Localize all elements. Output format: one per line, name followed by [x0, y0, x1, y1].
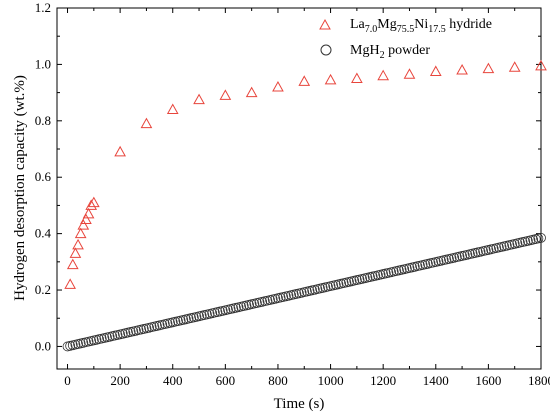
x-tick-label: 600	[216, 373, 236, 388]
y-tick-label: 1.0	[35, 56, 51, 71]
y-tick-label: 0.6	[35, 169, 52, 184]
y-axis-label: Hydrogen desorption capacity (wt.%)	[12, 75, 28, 301]
hydride-point	[508, 61, 521, 72]
y-axis: 0.0 0.2 0.4 0.6 0.8 1.0 1.2	[35, 0, 541, 353]
hydride-point	[114, 145, 126, 157]
hydride-point	[74, 227, 87, 239]
x-tick-label: 200	[110, 373, 130, 388]
y-tick-label: 0.2	[35, 282, 51, 297]
hydride-point	[166, 103, 179, 115]
x-tick-label: 1200	[370, 373, 396, 388]
hydride-point	[80, 213, 92, 225]
hydride-point	[82, 207, 95, 219]
hydride-point	[324, 73, 337, 85]
hydride-point	[298, 75, 311, 86]
legend: La7.0Mg75.5Ni17.5 hydride MgH2 powder	[319, 17, 492, 61]
hydride-point	[140, 117, 153, 129]
x-tick-label: 1600	[475, 373, 501, 388]
x-tick-label: 800	[268, 373, 288, 388]
y-tick-label: 0.0	[35, 338, 51, 353]
x-tick-label: 0	[64, 373, 71, 388]
hydride-point	[535, 59, 547, 71]
hydride-point	[272, 80, 284, 92]
hydride-point	[219, 89, 232, 100]
x-tick-label: 400	[163, 373, 183, 388]
hydride-point	[77, 219, 90, 230]
hydride-point	[69, 247, 82, 258]
legend-marker-circle	[320, 44, 332, 56]
series-layer	[62, 59, 547, 352]
hydride-point	[377, 69, 390, 81]
hydride-point	[193, 93, 205, 105]
x-tick-label: 1000	[318, 373, 344, 388]
x-tick-label: 1400	[423, 373, 449, 388]
y-tick-label: 0.8	[35, 113, 51, 128]
hydride-point	[351, 72, 363, 84]
hydride-point	[64, 278, 77, 289]
y-tick-label: 0.4	[35, 226, 52, 241]
hydride-point	[456, 64, 468, 75]
hydride-point	[429, 65, 442, 76]
legend-label-mgh2-powder: MgH2 powder	[350, 43, 430, 61]
hydride-point	[72, 238, 84, 250]
hydride-point	[403, 68, 416, 79]
hydride-point	[245, 86, 258, 98]
hydride-point	[87, 196, 100, 208]
hydride-point	[482, 62, 495, 74]
hydride-point	[85, 199, 98, 210]
hydride-point	[66, 258, 79, 270]
plot-frame	[56, 7, 542, 370]
x-axis-label: Time (s)	[274, 396, 325, 412]
mgh2-point	[536, 232, 546, 243]
legend-marker-triangle	[319, 18, 331, 30]
plot-border	[56, 7, 542, 370]
legend-label-la-mg-ni-hydride: La7.0Mg75.5Ni17.5 hydride	[350, 17, 492, 35]
y-tick-label: 1.2	[35, 0, 51, 15]
